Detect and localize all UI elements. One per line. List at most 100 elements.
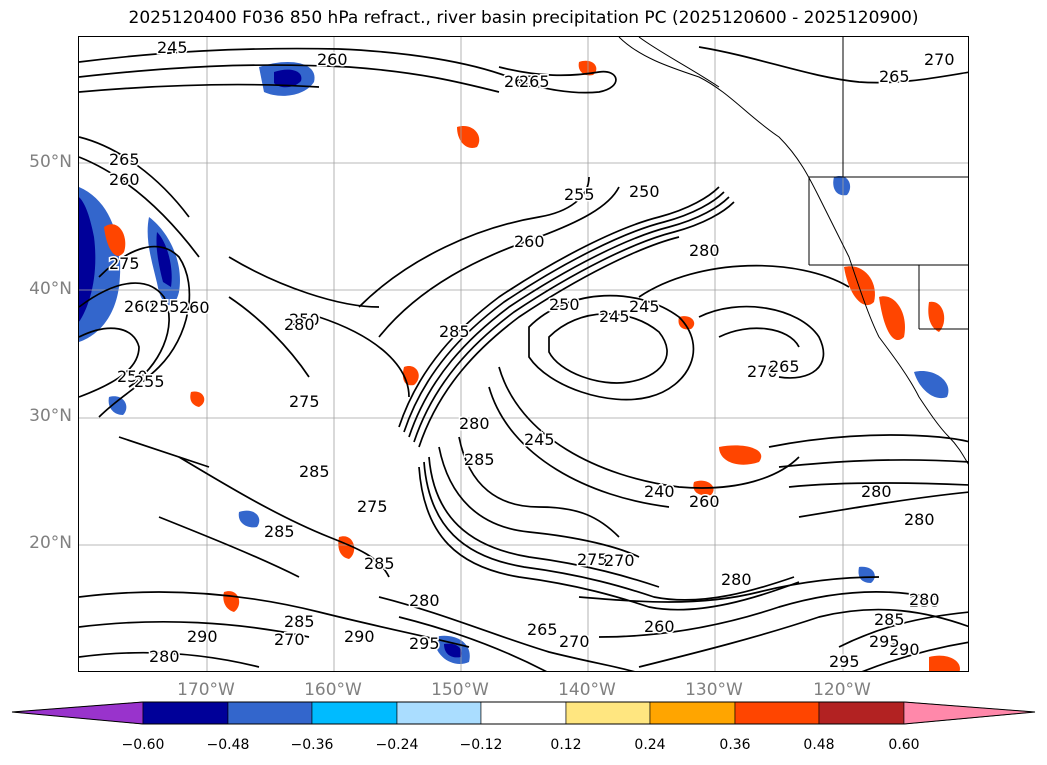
contour-label: 260	[689, 492, 720, 511]
precip-blob	[914, 371, 949, 399]
contour-label: 255	[149, 297, 180, 316]
lat-label-30n: 30°N	[29, 406, 72, 426]
lat-label-20n: 20°N	[29, 533, 72, 553]
contour-label: 260	[109, 170, 140, 189]
contour-label: 260	[504, 72, 535, 91]
precip-blob	[274, 69, 302, 88]
precip-blob	[223, 591, 240, 612]
contour-label: 260	[644, 617, 675, 636]
contour-label: 250	[549, 295, 580, 314]
contour-label: 270	[274, 630, 305, 649]
lat-label-40n: 40°N	[29, 279, 72, 299]
precip-blob	[833, 176, 851, 196]
colorbar-tick-label: −0.24	[375, 737, 419, 753]
contour-label: 250	[289, 310, 320, 329]
colorbar-segment	[903, 701, 1036, 725]
precip-blob	[108, 396, 127, 415]
colorbar-tick-label: 0.24	[634, 737, 666, 753]
contour-label: 250	[629, 182, 660, 201]
graticule	[79, 37, 968, 671]
precip-blob	[104, 224, 126, 256]
contour-label: 245	[599, 307, 630, 326]
contour-label: 275	[289, 392, 320, 411]
colorbar-tick-label: 0.36	[719, 737, 751, 753]
contour-label: 245	[599, 307, 630, 326]
colorbar-segment	[480, 701, 567, 725]
contour-label: 280	[909, 592, 940, 611]
contour-label: 255	[134, 372, 165, 391]
contour-label: 240	[644, 482, 675, 501]
contour-label: 280	[904, 510, 935, 529]
contour-label: 280	[861, 482, 892, 501]
map-panel: 245 260 260 265 265 270 255 250 260 280 250 245 270 2…	[78, 36, 969, 672]
contour-label: 270	[604, 551, 635, 570]
colorbar-segment	[565, 701, 651, 725]
colorbar-segment	[396, 701, 482, 725]
contour-label: 245	[524, 430, 555, 449]
contour-label: 260	[514, 232, 545, 251]
colorbar-segment	[311, 701, 398, 725]
lon-label-170w: 170°W	[177, 680, 235, 700]
precip-blob	[578, 60, 597, 76]
contour-label: 285	[299, 462, 330, 481]
precip-blob	[238, 510, 260, 528]
colorbar-tick-label: −0.60	[121, 737, 165, 753]
contour-label: 280	[409, 591, 440, 610]
lon-label-150w: 150°W	[431, 680, 489, 700]
precip-blob	[929, 655, 960, 671]
contour-label: 265	[769, 357, 800, 376]
contour-label: 275	[357, 497, 388, 516]
contour-label: 290	[889, 640, 920, 659]
lon-label-160w: 160°W	[304, 680, 362, 700]
contour-label: 280	[721, 570, 752, 589]
contour-label: 285	[264, 522, 295, 541]
colorbar-segment	[818, 701, 905, 725]
contour-label: 285	[464, 450, 495, 469]
contour-label: 250	[117, 367, 148, 386]
contour-label: 265	[109, 150, 140, 169]
colorbar-segment	[649, 701, 736, 725]
lon-label-140w: 140°W	[558, 680, 616, 700]
precip-blob	[858, 566, 875, 583]
colorbar-outline	[11, 701, 1036, 725]
colorbar-tick-label: −0.48	[206, 737, 250, 753]
contour-label: 290	[187, 627, 218, 646]
lat-label-50n: 50°N	[29, 152, 72, 172]
contour-label: 280	[459, 414, 490, 433]
contour-label: 260	[124, 297, 155, 316]
contour-label: 280	[689, 241, 720, 260]
contour-label: 270	[924, 50, 955, 69]
contour-label: 270	[559, 632, 590, 651]
contour-label: 295	[869, 632, 900, 651]
contour-label: 280	[149, 647, 180, 666]
colorbar-segment	[227, 701, 313, 725]
contour-label: 285	[874, 610, 905, 629]
precip-blob	[444, 643, 462, 658]
contour-label: 265	[519, 72, 550, 91]
precip-blob	[457, 126, 480, 148]
contour-label: 245	[157, 38, 188, 57]
colorbar-tick-label: 0.60	[888, 737, 920, 753]
contour-label: 265	[879, 67, 910, 86]
colorbar-tick-label: 0.48	[803, 737, 835, 753]
precip-blob	[719, 445, 762, 465]
colorbar-tick-label: 0.12	[550, 737, 582, 753]
contour-label: 280	[284, 315, 315, 334]
map-title: 2025120400 F036 850 hPa refract., river …	[128, 8, 919, 28]
contour-label: 295	[829, 652, 860, 671]
contour-label: 265	[527, 620, 558, 639]
colorbar-tick-label: −0.36	[290, 737, 334, 753]
contour-label: 290	[344, 627, 375, 646]
precip-blob	[156, 232, 172, 287]
precip-blob	[402, 366, 419, 386]
contour-label: 285	[284, 612, 315, 631]
lon-label-120w: 120°W	[813, 680, 871, 700]
precip-blob	[844, 266, 875, 306]
contour-label: 275	[109, 254, 140, 273]
contour-label: 280	[909, 590, 940, 609]
contour-label: 260	[317, 50, 348, 69]
colorbar-segment	[11, 701, 144, 725]
contour-label: 255	[564, 185, 595, 204]
